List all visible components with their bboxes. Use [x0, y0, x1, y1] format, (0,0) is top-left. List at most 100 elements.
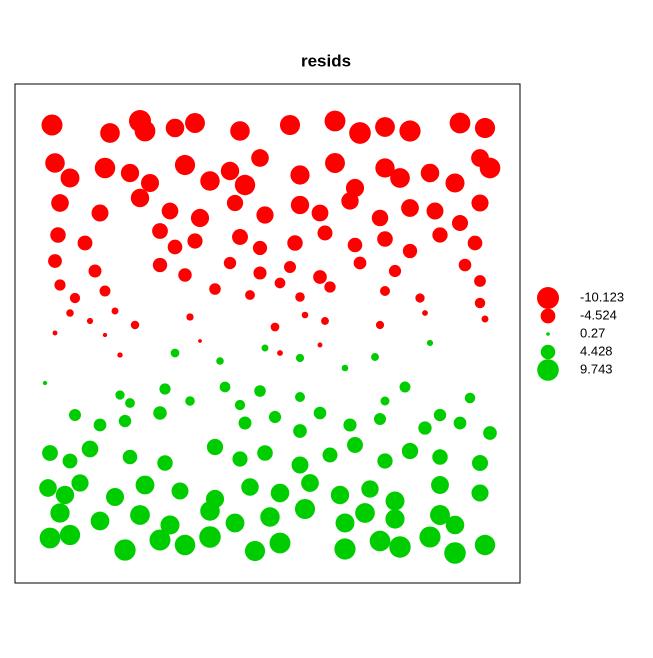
- bubble: [159, 383, 171, 395]
- bubble: [458, 258, 472, 272]
- bubble: [55, 485, 75, 505]
- bubble: [170, 348, 180, 358]
- legend-symbol: [537, 287, 559, 309]
- bubble: [474, 297, 486, 309]
- bubble: [198, 339, 202, 343]
- bubble: [50, 227, 66, 243]
- bubble: [219, 381, 231, 393]
- bubble: [69, 292, 81, 304]
- bubble: [245, 290, 255, 300]
- chart-title: resids: [301, 51, 351, 70]
- bubble: [374, 413, 386, 425]
- bubble: [430, 505, 450, 525]
- bubble: [153, 406, 167, 420]
- bubble: [200, 171, 220, 191]
- bubble: [216, 357, 224, 365]
- legend-symbol: [540, 308, 556, 324]
- bubble: [111, 307, 119, 315]
- legend-label: -4.524: [580, 307, 617, 322]
- bubble: [130, 505, 150, 525]
- bubble: [444, 542, 466, 564]
- bubble: [260, 507, 280, 527]
- bubble: [69, 409, 81, 421]
- bubble: [380, 396, 390, 406]
- bubble: [59, 524, 81, 546]
- bubble: [122, 449, 138, 465]
- bubble: [301, 474, 319, 492]
- bubble: [353, 256, 367, 270]
- bubble: [42, 380, 48, 386]
- bubble: [241, 478, 259, 496]
- bubble: [274, 277, 286, 289]
- bubble: [125, 398, 135, 408]
- bubble: [399, 120, 421, 142]
- bubble: [295, 292, 305, 302]
- bubble: [290, 195, 310, 215]
- bubble: [269, 532, 291, 554]
- bubble: [341, 364, 349, 372]
- bubble: [270, 322, 280, 332]
- bubble: [41, 114, 63, 136]
- bubble: [449, 112, 471, 134]
- bubble: [349, 122, 371, 144]
- bubble: [178, 268, 192, 282]
- bubble: [317, 342, 323, 348]
- legend-symbol: [546, 332, 550, 336]
- bubble: [209, 283, 221, 295]
- bubble: [256, 206, 274, 224]
- bubble: [257, 445, 273, 461]
- bubble: [422, 310, 428, 316]
- bubble: [479, 157, 501, 179]
- bubble: [474, 534, 496, 556]
- bubble: [420, 163, 440, 183]
- bubble: [230, 121, 250, 141]
- bubble: [385, 491, 405, 511]
- bubble: [313, 270, 327, 284]
- bubble: [268, 410, 282, 424]
- bubble: [51, 194, 69, 212]
- bubble: [375, 117, 395, 137]
- bubble: [206, 438, 224, 456]
- bubble: [279, 114, 301, 136]
- legend-label: 9.743: [580, 361, 613, 376]
- bubble: [270, 483, 290, 503]
- bubble: [186, 313, 194, 321]
- bubble: [99, 285, 111, 297]
- bubble: [401, 199, 419, 217]
- bubble: [419, 526, 441, 548]
- bubble: [388, 264, 402, 278]
- bubble: [426, 339, 434, 347]
- bubble: [130, 320, 140, 330]
- bubble: [311, 204, 329, 222]
- bubble: [88, 264, 102, 278]
- bubble: [433, 408, 447, 422]
- bubble: [322, 447, 338, 463]
- bubble: [232, 451, 248, 467]
- bubble: [120, 163, 140, 183]
- bubble: [171, 482, 189, 500]
- bubble: [330, 485, 350, 505]
- bubble: [115, 390, 125, 400]
- bubble: [225, 513, 245, 533]
- bubble: [334, 538, 356, 560]
- bubble: [234, 399, 246, 411]
- legend-label: 0.27: [580, 325, 605, 340]
- bubble: [102, 332, 108, 338]
- bubble: [174, 534, 196, 556]
- bubble: [361, 480, 379, 498]
- bubble: [190, 208, 210, 228]
- bubble: [317, 225, 333, 241]
- bubble: [223, 256, 237, 270]
- bubble: [152, 257, 168, 273]
- bubble: [81, 440, 99, 458]
- legend-symbol: [537, 359, 559, 381]
- bubble: [130, 188, 150, 208]
- bubble: [453, 416, 467, 430]
- bubble: [160, 515, 180, 535]
- bubble: [335, 513, 355, 533]
- bubble: [324, 281, 336, 293]
- bubble: [301, 311, 309, 319]
- bubble: [39, 479, 57, 497]
- bubble: [90, 511, 110, 531]
